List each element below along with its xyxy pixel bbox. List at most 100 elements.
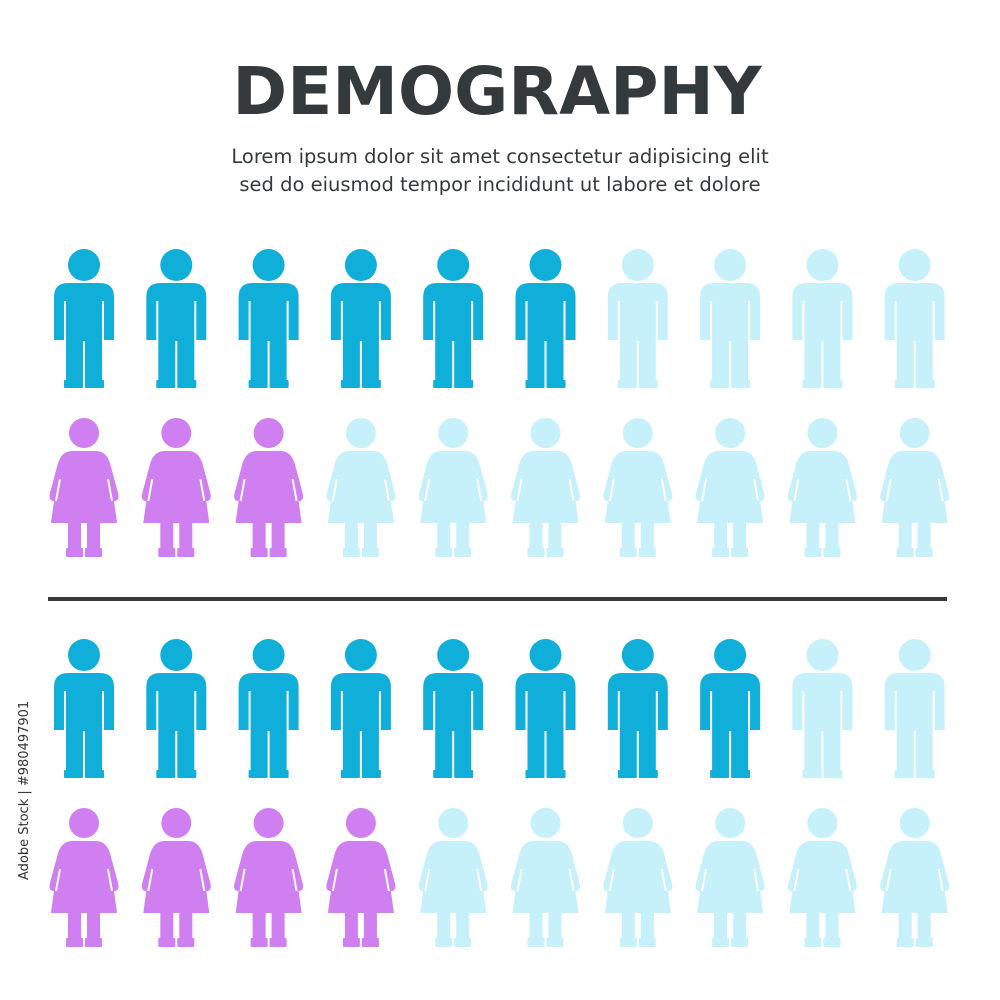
man-icon [700,249,761,388]
torso [146,283,207,340]
woman-icon [880,418,950,557]
leg [733,912,747,939]
man-icon [330,639,391,778]
head [438,418,469,448]
woman-icon [787,808,857,947]
torso [515,673,576,730]
leg [437,912,451,939]
head [252,249,285,281]
arm-gap [239,478,298,502]
arm-gap [55,478,113,502]
subtitle: sed do eiusmod tempor incididunt ut labo… [239,173,760,196]
foot [177,938,195,947]
arm-gap [516,478,575,502]
foot [269,548,287,557]
arm-gap [932,301,935,341]
foot [158,548,176,557]
head [345,418,376,448]
leg [917,912,931,939]
head [806,249,839,281]
woman-icon [49,808,119,947]
arm-gap [378,691,381,731]
foot [85,938,102,947]
man-icon [54,249,114,388]
head [806,639,839,671]
leg [160,522,174,549]
head [68,249,100,281]
foot [712,548,730,557]
arm-gap [433,301,436,341]
head [621,249,654,281]
foot [85,770,104,778]
dress [141,841,211,913]
foot [638,380,658,388]
foot [619,938,637,947]
man-icon [423,249,484,388]
man-icon [792,639,853,778]
subtitle: Lorem ipsum dolor sit amet consectetur a… [231,145,769,168]
foot [804,548,822,557]
foot [158,938,176,947]
head [69,808,99,838]
foot [248,770,268,778]
head [438,808,469,838]
arm-gap [424,478,483,502]
arm-gap [248,691,251,731]
arm-gap [194,301,197,341]
foot [340,770,360,778]
dress [49,841,119,913]
head [530,418,561,448]
leg [87,522,100,549]
head [622,808,653,838]
leg [456,522,470,549]
leg [437,522,451,549]
foot [546,770,566,778]
leg [363,522,377,549]
leg-gap [729,341,732,381]
dress [326,841,396,913]
arm-gap [617,691,620,731]
leg [344,912,358,939]
foot [638,938,656,947]
foot [435,938,453,947]
foot [617,770,637,778]
arm-gap [424,868,483,892]
leg-gap [821,341,824,381]
torso [146,673,207,730]
torso [54,283,114,340]
arm-gap [194,691,197,731]
arm-gap [885,868,944,892]
woman-icon [49,418,119,557]
torso [884,283,945,340]
foot [361,548,379,557]
woman-icon [511,808,580,947]
torso [607,673,668,730]
foot [638,770,658,778]
leg [898,912,912,939]
foot [433,770,453,778]
man-icon [700,639,761,778]
arm-gap [840,691,843,731]
arm-gap [840,301,843,341]
woman-icon [880,808,950,947]
arm-gap [793,478,852,502]
arm-gap [701,478,760,502]
head [160,249,193,281]
foot [177,548,195,557]
arm-gap [433,691,436,731]
torso [330,673,391,730]
woman-icon [418,418,488,557]
arm-gap [748,301,751,341]
woman-icon [787,418,857,557]
head [807,418,838,448]
leg [714,522,728,549]
woman-icon [418,808,488,947]
arm-gap [378,301,381,341]
foot [433,380,453,388]
leg [252,522,266,549]
foot [525,380,545,388]
leg-gap [636,341,639,381]
torso [792,673,853,730]
foot [823,380,843,388]
leg [456,912,470,939]
